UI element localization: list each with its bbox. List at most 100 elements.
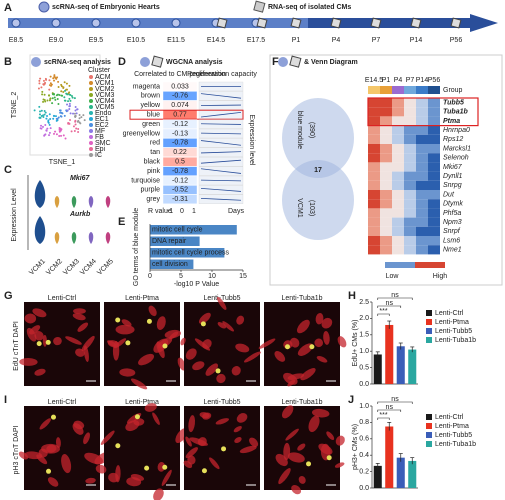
legend-label: Lenti-Ctrl — [435, 414, 464, 421]
highlight — [129, 109, 244, 120]
panel-label: C — [4, 164, 12, 176]
tsne-dot — [38, 116, 41, 119]
cell — [296, 319, 310, 334]
bar — [396, 346, 405, 384]
legend-swatch — [426, 310, 432, 316]
scale-label: 1 — [192, 208, 196, 215]
scale-label: -1 — [167, 208, 173, 215]
panel-label: G — [4, 290, 13, 302]
legend-label: Lenti-Tubb5 — [435, 432, 472, 439]
micrograph — [24, 406, 100, 490]
cell — [55, 437, 61, 449]
y-tick-label: 0.5 — [359, 364, 369, 371]
heat-cell — [404, 180, 416, 190]
tsne-dot — [68, 97, 71, 100]
r-value: -0.13 — [172, 130, 188, 137]
cell — [275, 453, 288, 467]
condition-label: Lenti-Ptma — [125, 295, 159, 302]
legend-swatch — [89, 153, 93, 157]
violin-shape — [71, 196, 77, 208]
tsne-dot — [48, 123, 51, 126]
heat-cell — [416, 236, 428, 246]
nucleus — [125, 340, 131, 346]
stage-label: P1 — [292, 37, 301, 44]
legend-swatch — [89, 117, 93, 121]
tsne-dot — [65, 88, 68, 91]
y-axis-label: pH3+ CMs (%) — [352, 424, 359, 470]
venn-circle — [282, 160, 354, 240]
sig-label: ns — [391, 292, 399, 299]
sig-label: ns — [386, 300, 394, 307]
heat-cell — [404, 199, 416, 209]
legend-label: Lenti-Tuba1b — [435, 441, 476, 448]
legend-swatch — [89, 135, 93, 139]
tsne-dot — [39, 110, 42, 113]
tsne-dot — [80, 116, 83, 119]
tsne-dot — [73, 97, 76, 100]
legend-label: Lenti-Ptma — [435, 319, 469, 326]
cell — [61, 454, 72, 474]
heat-cell — [368, 180, 380, 190]
cluster-label: VCM4 — [95, 98, 115, 105]
gene-name: Mki67 — [443, 164, 463, 171]
y-tick-label: 1.0 — [359, 348, 369, 355]
cell — [65, 336, 82, 345]
legend-label: Lenti-Tubb5 — [435, 328, 472, 335]
r-value: -0.12 — [172, 177, 188, 184]
cell — [209, 457, 220, 470]
group-label: Group — [443, 87, 463, 94]
tsne-dot — [40, 109, 43, 112]
heat-cell — [368, 199, 380, 209]
x-tick-label: 10 — [208, 273, 216, 280]
stain-label: pH3 cTnT DAPI — [13, 426, 20, 475]
x-tick-label: 5 — [179, 273, 183, 280]
tsne-dot — [53, 74, 56, 77]
group-cell — [392, 86, 404, 94]
cell — [47, 477, 59, 487]
r-cell — [162, 185, 198, 195]
cell — [235, 343, 250, 353]
cluster-label: IC — [95, 152, 102, 159]
gene-name: Tubb5 — [443, 99, 464, 106]
legend-swatch — [426, 441, 432, 447]
cell — [46, 444, 57, 453]
tsne-dot — [48, 84, 51, 87]
tsne-dot — [53, 132, 56, 135]
tsne-dot — [60, 94, 63, 97]
module-name: green — [142, 121, 160, 128]
heat-cell — [392, 125, 404, 135]
legend-swatch — [89, 75, 93, 79]
tsne-dot — [60, 128, 63, 131]
tsne-dot — [69, 105, 72, 108]
tsne-dot — [43, 93, 46, 96]
heat-cell — [416, 245, 428, 255]
r-value: -0.78 — [172, 140, 188, 147]
venn-left: blue module — [296, 111, 303, 149]
r-value: -0.52 — [172, 187, 188, 194]
stage-label: E17.5 — [247, 37, 265, 44]
tsne-dot — [63, 114, 66, 117]
cell — [152, 412, 160, 425]
tsne-dot — [74, 105, 77, 108]
tsne-dot — [44, 124, 47, 127]
y-tick-label: 2.0 — [359, 315, 369, 322]
cell — [281, 405, 294, 419]
stage-marker — [256, 17, 268, 29]
stage-marker — [131, 18, 141, 28]
heat-cell — [404, 245, 416, 255]
cell — [231, 366, 241, 376]
heat-cell — [380, 236, 392, 246]
tsne-dot — [44, 111, 47, 114]
heat-cell — [404, 125, 416, 135]
sig-label: *** — [379, 308, 387, 315]
stage-label: P7 — [372, 37, 381, 44]
stage-label: E8.5 — [9, 37, 24, 44]
tsne-dot — [63, 96, 66, 99]
legend-swatch — [426, 328, 432, 334]
gene-name: Dut — [443, 191, 455, 198]
tsne-dot — [51, 97, 54, 100]
heat-cell — [404, 236, 416, 246]
regen-trend — [200, 140, 242, 146]
cluster-label: VCM5 — [95, 104, 115, 111]
nucleus — [36, 341, 42, 347]
